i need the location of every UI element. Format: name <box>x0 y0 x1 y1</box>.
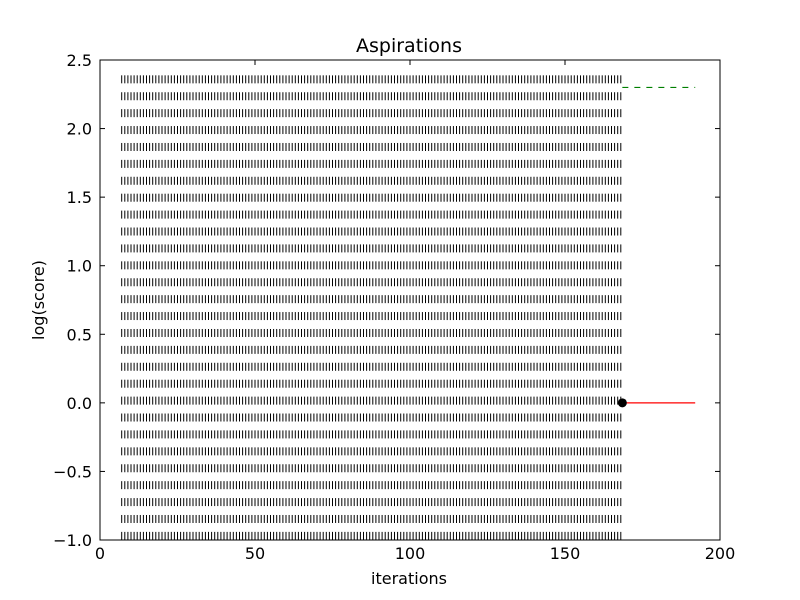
tick-row <box>121 514 622 523</box>
tick-row <box>121 159 622 168</box>
tick-row <box>121 447 622 456</box>
tick-mark-rows <box>121 75 622 540</box>
tick-row <box>121 261 622 270</box>
x-tick-label: 0 <box>95 544 105 563</box>
y-tick-label: 1.0 <box>67 257 92 276</box>
y-tick-label: 0.5 <box>67 325 92 344</box>
plot-area: 0 50 100 150 200 −1.0 −0.5 0.0 0.5 1.0 1.5 2.0 2.5 <box>53 51 735 563</box>
y-tick-label: −0.5 <box>53 462 92 481</box>
x-tick-label: 50 <box>245 544 265 563</box>
tick-row <box>121 227 622 236</box>
tick-row <box>121 92 622 101</box>
tick-row <box>121 430 622 439</box>
tick-row <box>121 413 622 422</box>
tick-row <box>121 126 622 135</box>
tick-row <box>121 362 622 371</box>
tick-row <box>121 295 622 304</box>
tick-row <box>121 379 622 388</box>
tick-row <box>121 464 622 473</box>
y-tick-label: 0.0 <box>67 394 92 413</box>
tick-row <box>121 345 622 354</box>
series-marker <box>617 398 627 408</box>
tick-row <box>121 396 622 405</box>
tick-row <box>121 142 622 151</box>
tick-row <box>121 328 622 337</box>
x-tick-label: 150 <box>550 544 581 563</box>
chart-title: Aspirations <box>356 35 462 57</box>
tick-row <box>121 109 622 118</box>
y-tick-label: 2.0 <box>67 120 92 139</box>
tick-row <box>121 210 622 219</box>
x-tick-label: 100 <box>395 544 426 563</box>
y-axis-label: log(score) <box>29 260 48 340</box>
x-tick-label: 200 <box>705 544 736 563</box>
tick-row <box>121 498 622 507</box>
tick-row <box>121 193 622 202</box>
tick-row <box>121 312 622 321</box>
y-tick-label: 2.5 <box>67 51 92 70</box>
tick-row <box>121 278 622 287</box>
tick-row <box>121 75 622 84</box>
y-tick-label: 1.5 <box>67 188 92 207</box>
tick-row <box>121 176 622 185</box>
y-tick-label: −1.0 <box>53 531 92 550</box>
x-axis-label: iterations <box>371 569 447 588</box>
tick-row <box>121 481 622 490</box>
tick-row <box>121 244 622 253</box>
tick-row <box>121 531 622 540</box>
